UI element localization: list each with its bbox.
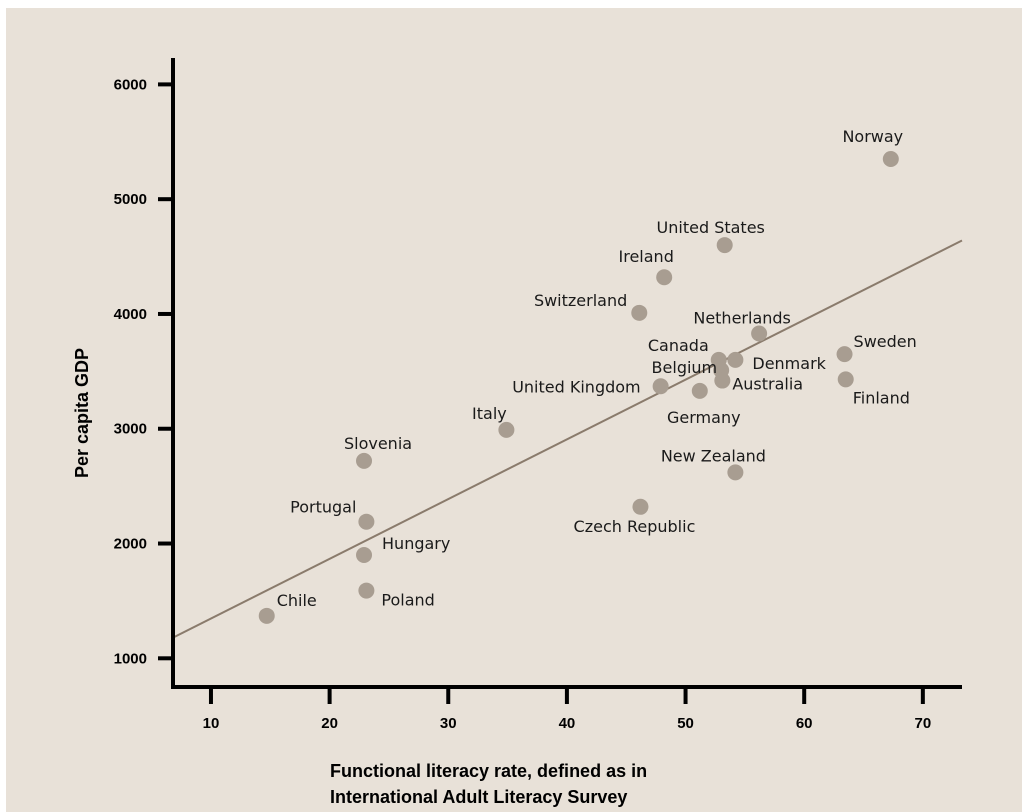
x-tick-label: 50 (677, 715, 694, 732)
data-point (258, 607, 275, 624)
point-label: Portugal (290, 498, 356, 517)
x-tick-label: 60 (796, 715, 813, 732)
x-tick-label: 40 (559, 715, 576, 732)
x-axis-title-line-2: International Adult Literacy Survey (330, 787, 627, 807)
x-tick-label: 30 (440, 715, 457, 732)
point-labels: Norway United States Ireland Switzerland Net… (277, 127, 917, 610)
y-axis-title: Per capita GDP (72, 348, 92, 478)
point-label: Ireland (619, 247, 674, 266)
data-point (631, 304, 648, 321)
x-tick-label: 70 (915, 715, 932, 732)
y-tick-label: 5000 (114, 191, 147, 208)
point-label: Italy (472, 404, 507, 423)
point-label: Switzerland (534, 291, 627, 310)
point-label: Sweden (854, 332, 917, 351)
point-label: Australia (732, 375, 803, 394)
point-label: Germany (667, 408, 741, 427)
data-point (632, 498, 649, 515)
data-point (716, 237, 733, 254)
data-point (714, 372, 731, 389)
point-label: United States (657, 218, 765, 237)
chart-background (6, 8, 1022, 812)
point-label: Poland (381, 591, 434, 610)
data-point (652, 378, 669, 395)
data-point (727, 464, 744, 481)
point-label: Canada (648, 336, 709, 355)
data-point (358, 513, 375, 530)
trend-line (172, 239, 963, 639)
y-tick-label: 4000 (114, 306, 147, 323)
point-label: Slovenia (344, 434, 412, 453)
point-label: Finland (853, 388, 910, 407)
y-tick-label: 1000 (114, 650, 147, 667)
point-label: United Kingdom (512, 377, 640, 396)
point-label: Netherlands (693, 308, 791, 327)
point-label: Hungary (382, 534, 450, 553)
data-point (656, 269, 673, 286)
point-label: Chile (277, 591, 317, 610)
y-tick-label: 6000 (114, 76, 147, 93)
point-label: Denmark (752, 354, 826, 373)
y-axis-ticks: 1000 2000 3000 4000 5000 6000 (114, 76, 173, 667)
data-point (882, 151, 899, 168)
data-point (751, 325, 768, 342)
x-tick-label: 20 (321, 715, 338, 732)
point-label: New Zealand (661, 446, 766, 465)
y-tick-label: 3000 (114, 421, 147, 438)
x-axis-ticks: 10 20 30 40 50 60 70 (203, 687, 932, 732)
data-point (837, 371, 854, 388)
data-point (358, 582, 375, 599)
data-point (356, 547, 373, 564)
data-points (258, 151, 899, 624)
point-label: Czech Republic (574, 517, 696, 536)
data-point (691, 382, 708, 399)
x-axis-title-line-1: Functional literacy rate, defined as in (330, 761, 647, 781)
y-tick-label: 2000 (114, 536, 147, 553)
point-label: Norway (842, 127, 903, 146)
x-tick-label: 10 (203, 715, 220, 732)
data-point (356, 452, 373, 469)
data-point (836, 346, 853, 363)
data-point (498, 421, 515, 438)
data-point (727, 351, 744, 368)
point-label: Belgium (652, 358, 718, 377)
